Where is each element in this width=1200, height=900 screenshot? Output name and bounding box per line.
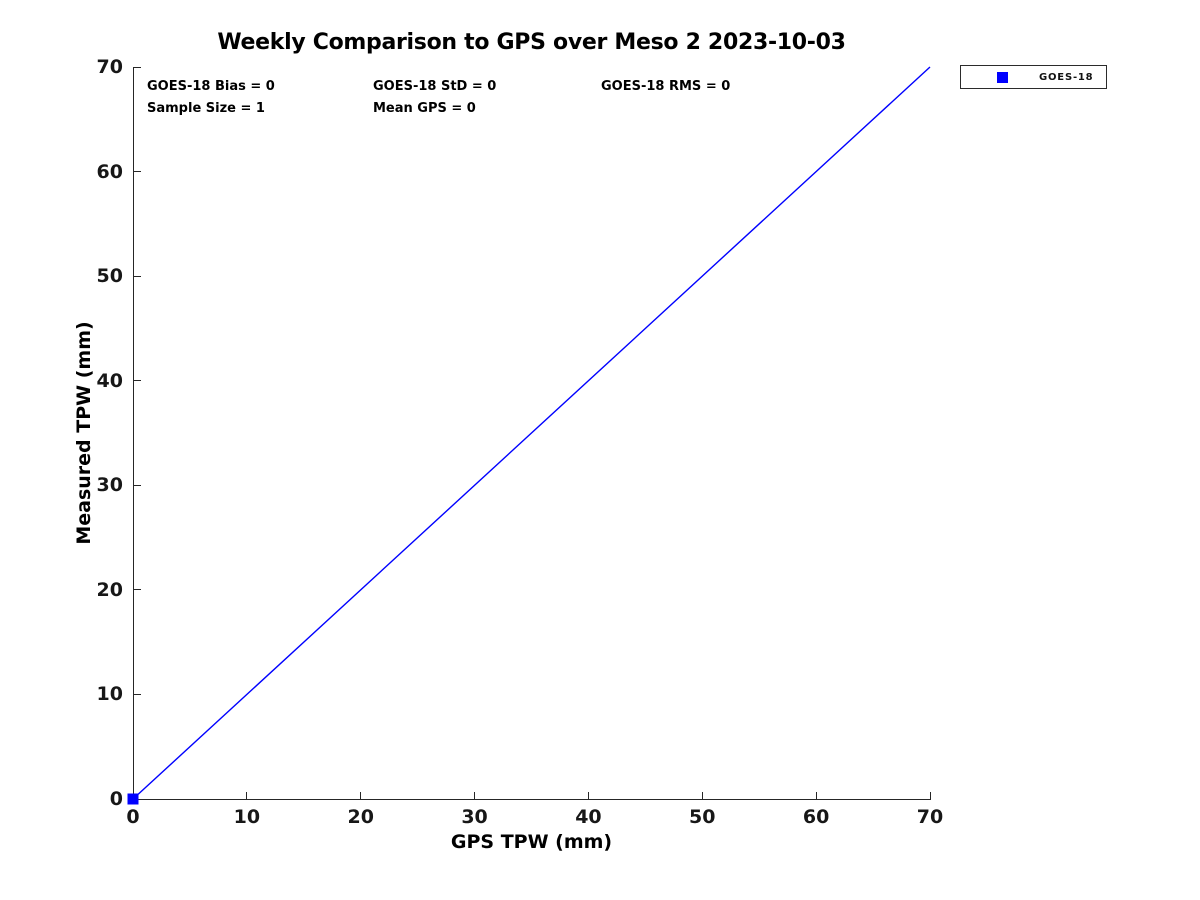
chart-title: Weekly Comparison to GPS over Meso 2 202… [217, 30, 846, 55]
x-tick-label: 10 [233, 806, 261, 828]
y-tick [134, 171, 141, 173]
y-tick [134, 380, 141, 382]
y-tick-label: 10 [96, 683, 123, 706]
x-tick-label: 0 [126, 806, 140, 828]
stat-std: GOES-18 StD = 0 [373, 79, 497, 94]
plot-area: GOES-18 Bias = 0 GOES-18 StD = 0 GOES-18… [97, 56, 944, 828]
y-tick-label: 0 [109, 788, 123, 810]
legend-label: GOES-18 [1039, 71, 1094, 83]
x-tick-label: 20 [347, 806, 374, 828]
x-tick [474, 792, 476, 799]
y-tick [134, 66, 141, 68]
y-axis-label: Measured TPW (mm) [73, 321, 95, 545]
stat-mean-gps: Mean GPS = 0 [373, 101, 476, 116]
stat-bias: GOES-18 Bias = 0 [147, 79, 275, 94]
x-tick-label: 60 [802, 806, 830, 828]
y-tick-label: 30 [96, 474, 123, 497]
identity-line [132, 66, 931, 800]
x-tick [929, 792, 931, 799]
x-tick [701, 792, 703, 799]
stat-sample-size: Sample Size = 1 [147, 101, 265, 116]
x-tick [587, 792, 589, 799]
y-tick-label: 40 [96, 369, 123, 392]
legend-marker-square [997, 71, 1008, 83]
y-axis-spine [133, 67, 134, 800]
y-tick [134, 693, 141, 695]
x-tick-label: 70 [916, 806, 944, 828]
y-tick [134, 589, 141, 591]
y-tick-label: 20 [96, 578, 123, 601]
stat-rms: GOES-18 RMS = 0 [601, 79, 731, 94]
y-tick-label: 50 [96, 265, 123, 288]
data-point-marker [127, 793, 139, 805]
x-tick-label: 50 [689, 806, 716, 828]
y-tick-label: 70 [96, 56, 123, 78]
y-tick [134, 275, 141, 277]
x-tick [360, 792, 362, 799]
x-axis-label: GPS TPW (mm) [450, 831, 613, 853]
x-tick [246, 792, 248, 799]
plot-canvas [127, 66, 931, 805]
legend-box: GOES-18 [960, 65, 1107, 89]
y-tick-label: 60 [96, 160, 123, 183]
x-tick-label: 40 [575, 806, 602, 828]
x-tick [815, 792, 817, 799]
y-tick [134, 484, 141, 486]
x-axis-spine [133, 799, 931, 800]
x-tick-label: 30 [461, 806, 488, 828]
